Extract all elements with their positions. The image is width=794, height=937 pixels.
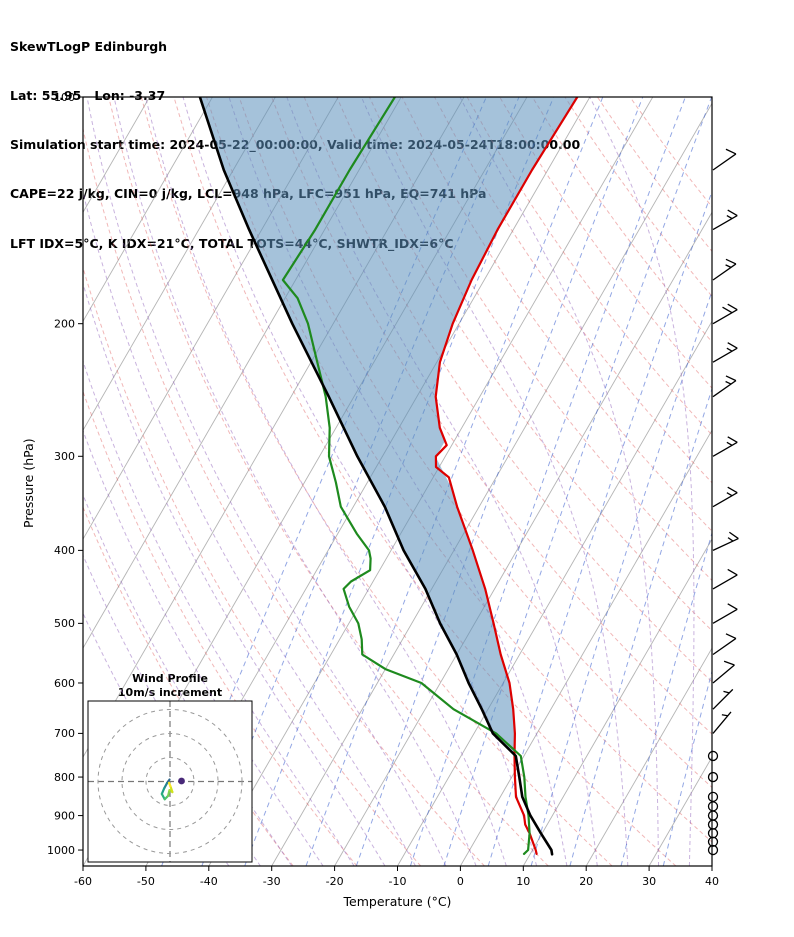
svg-text:20: 20	[579, 875, 593, 888]
hodograph-subtitle: 10m/s increment	[117, 686, 223, 699]
hodograph-inset	[87, 700, 253, 863]
svg-text:-40: -40	[200, 875, 218, 888]
dewpoint-curve	[281, 97, 531, 855]
axes-frame: -60 -50 -40 -30 -20 -10 0 10 20 30 40 100 200 300 400 5…	[47, 91, 719, 888]
svg-text:30: 30	[642, 875, 656, 888]
wind-barb-column	[707, 148, 739, 856]
svg-text:40: 40	[705, 875, 719, 888]
svg-text:200: 200	[54, 317, 75, 330]
dry-adiabat-lines	[83, 97, 712, 866]
svg-text:-20: -20	[326, 875, 344, 888]
svg-text:-50: -50	[137, 875, 155, 888]
svg-text:500: 500	[54, 617, 75, 630]
page-title: SkewTLogP Edinburgh	[10, 38, 168, 54]
temperature-curve	[434, 97, 579, 855]
svg-text:700: 700	[54, 727, 75, 740]
svg-text:900: 900	[54, 809, 75, 822]
svg-text:400: 400	[54, 544, 75, 557]
background-lines	[83, 97, 712, 866]
svg-text:1000: 1000	[47, 844, 75, 857]
hodograph-top-level-dot	[178, 777, 185, 785]
svg-text:600: 600	[54, 677, 75, 690]
svg-text:-30: -30	[263, 875, 281, 888]
svg-text:800: 800	[54, 771, 75, 784]
svg-text:100: 100	[54, 91, 75, 104]
svg-text:10: 10	[516, 875, 530, 888]
svg-text:0: 0	[457, 875, 464, 888]
location-line: Lat: 55.95 Lon: -3.37	[10, 88, 166, 104]
svg-text:300: 300	[54, 450, 75, 463]
cape-shading	[199, 97, 578, 752]
svg-text:-10: -10	[389, 875, 407, 888]
parcel-ascent-curve	[198, 97, 554, 856]
svg-text:-60: -60	[74, 875, 92, 888]
temperature-axis-label: Temperature (°C)	[343, 894, 452, 909]
